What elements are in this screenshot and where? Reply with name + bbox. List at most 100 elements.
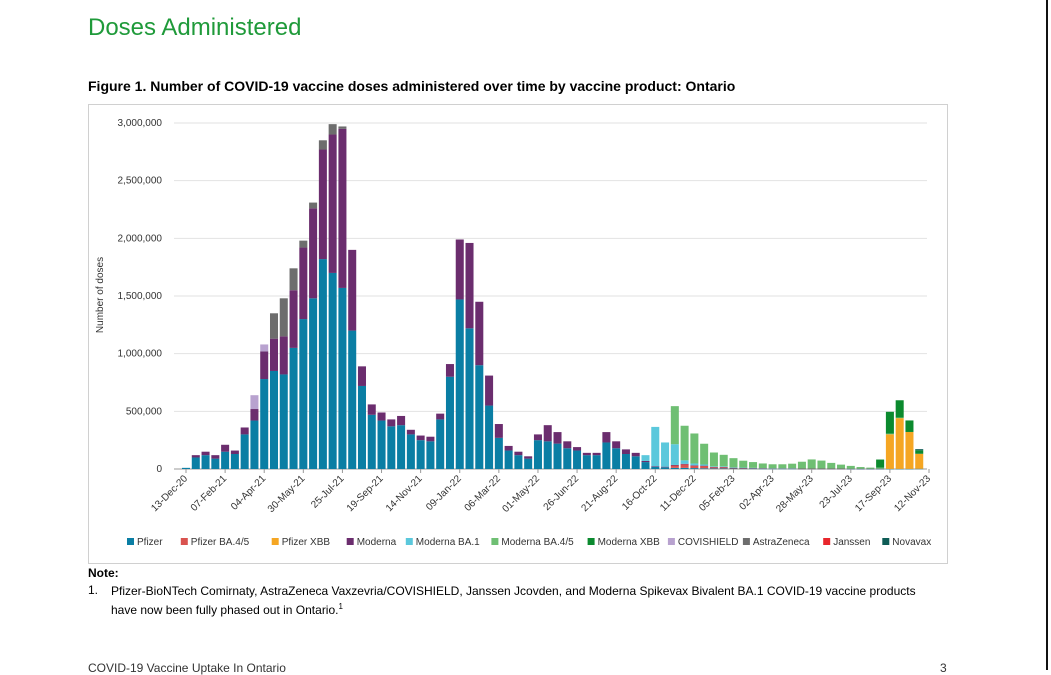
bar-segment	[211, 459, 219, 469]
bar-segment	[671, 466, 679, 468]
bar-segment	[299, 241, 307, 248]
bar-segment	[749, 462, 757, 468]
bar-segment	[827, 463, 835, 469]
x-tick-label: 01-May-22	[500, 473, 542, 515]
page-number: 3	[940, 661, 947, 675]
x-tick-label: 19-Sep-21	[345, 473, 386, 514]
bar-segment	[368, 404, 376, 414]
bar-segment	[475, 302, 483, 365]
legend-swatch	[406, 538, 413, 545]
bar-segment	[769, 464, 777, 468]
bar-segment	[466, 328, 474, 469]
note-heading: Note:	[88, 566, 119, 580]
bar-segment	[671, 444, 679, 465]
bar-segment	[348, 250, 356, 331]
bar-segment	[192, 455, 200, 457]
bar-segment	[720, 468, 728, 469]
note-number: 1.	[88, 583, 98, 597]
x-tick-label: 07-Feb-21	[189, 473, 230, 514]
bar-segment	[554, 444, 562, 469]
bar-segment	[817, 461, 825, 469]
bar-segment	[250, 421, 258, 469]
bar-segment	[280, 298, 288, 336]
bar-segment	[602, 432, 610, 442]
legend-label: Novavax	[892, 537, 931, 548]
y-axis-label: Number of doses	[95, 257, 106, 333]
bar-segment	[573, 451, 581, 469]
bar-segment	[602, 442, 610, 469]
x-tick-label: 30-May-21	[266, 473, 308, 515]
bar-segment	[280, 374, 288, 469]
bar-segment	[338, 288, 346, 469]
bar-segment	[505, 446, 513, 451]
bar-segment	[641, 455, 649, 461]
bar-segment	[309, 208, 317, 298]
bar-segment	[583, 453, 591, 455]
x-tick-label: 09-Jan-22	[424, 473, 464, 513]
bar-segment	[710, 468, 718, 469]
bar-segment	[358, 386, 366, 469]
legend-label: Pfizer BA.4/5	[191, 537, 250, 548]
bar-segment	[915, 449, 923, 450]
bar-segment	[661, 467, 669, 469]
bar-segment	[622, 454, 630, 469]
bar-segment	[329, 273, 337, 469]
legend-label: Moderna XBB	[598, 537, 661, 548]
bar-segment	[329, 135, 337, 273]
bar-segment	[886, 434, 894, 469]
x-tick-label: 16-Oct-22	[620, 473, 660, 513]
bar-segment	[270, 371, 278, 469]
bar-segment	[886, 412, 894, 434]
bar-segment	[739, 461, 747, 468]
bar-segment	[270, 339, 278, 371]
bar-segment	[651, 427, 659, 466]
bar-segment	[417, 436, 425, 441]
page-title: Doses Administered	[88, 14, 301, 42]
bar-segment	[563, 441, 571, 448]
legend-label: Moderna BA.1	[416, 537, 480, 548]
bar-segment	[426, 441, 434, 469]
bar-segment	[632, 456, 640, 469]
bar-segment	[475, 365, 483, 469]
bar-segment	[720, 467, 728, 468]
bar-segment	[495, 438, 503, 469]
bar-segment	[290, 290, 298, 348]
bar-segment	[612, 448, 620, 469]
x-tick-label: 25-Jul-21	[309, 473, 347, 511]
bar-segment	[407, 430, 415, 435]
bar-segment	[466, 243, 474, 328]
bar-segment	[915, 450, 923, 453]
bar-segment	[681, 464, 689, 467]
y-tick-label: 3,000,000	[118, 118, 163, 129]
bar-segment	[544, 425, 552, 441]
bar-segment	[329, 124, 337, 134]
bar-segment	[671, 468, 679, 469]
bar-segment	[593, 453, 601, 455]
legend-label: Pfizer	[137, 537, 163, 548]
bar-segment	[290, 348, 298, 469]
bar-segment	[905, 420, 913, 432]
legend-swatch	[491, 538, 498, 545]
legend-swatch	[823, 538, 830, 545]
bar-segment	[651, 466, 659, 467]
bar-segment	[661, 442, 669, 466]
legend-label: AstraZeneca	[753, 537, 810, 548]
x-tick-label: 28-May-23	[774, 473, 816, 515]
x-tick-label: 13-Dec-20	[149, 473, 190, 514]
bar-segment	[681, 468, 689, 469]
note-body: Pfizer-BioNTech Comirnaty, AstraZeneca V…	[111, 584, 916, 617]
bar-segment	[495, 424, 503, 438]
doses-bar-chart: 0500,0001,000,0001,500,0002,000,0002,500…	[89, 105, 949, 565]
bar-segment	[554, 432, 562, 444]
bar-segment	[348, 331, 356, 469]
bar-segment	[241, 427, 249, 434]
bar-segment	[622, 449, 630, 454]
bar-segment	[505, 451, 513, 469]
bar-segment	[456, 299, 464, 469]
bar-segment	[260, 379, 268, 469]
bar-segment	[299, 319, 307, 469]
bar-segment	[641, 462, 649, 469]
bar-segment	[896, 418, 904, 419]
bar-segment	[671, 406, 679, 444]
bar-segment	[700, 468, 708, 469]
